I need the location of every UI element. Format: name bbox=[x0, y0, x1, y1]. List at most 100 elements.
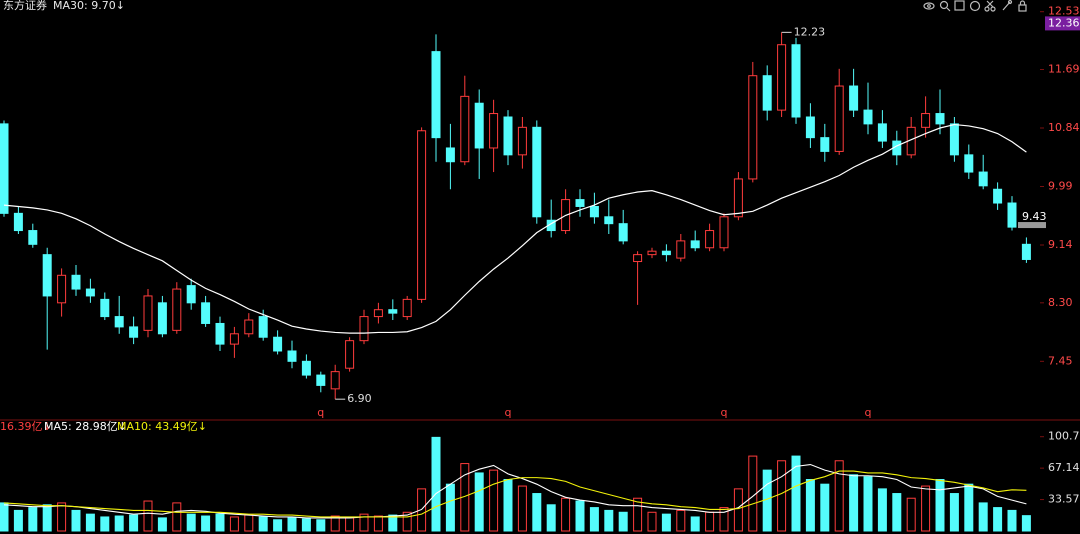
candle-body bbox=[877, 123, 887, 142]
candle-body bbox=[186, 285, 196, 304]
candle-body bbox=[589, 205, 599, 218]
candle-body bbox=[28, 230, 38, 245]
candle-body bbox=[676, 240, 686, 259]
candle-body bbox=[503, 116, 513, 156]
candle-body bbox=[129, 326, 139, 338]
eye-icon[interactable] bbox=[923, 2, 935, 10]
replay-icon[interactable] bbox=[969, 0, 981, 12]
candle-body bbox=[705, 230, 715, 249]
candle-body bbox=[719, 216, 729, 249]
volume-bar bbox=[402, 511, 412, 532]
candle-body bbox=[474, 102, 484, 149]
volume-bar bbox=[575, 500, 585, 532]
volume-bar bbox=[532, 493, 542, 532]
volume-bar bbox=[993, 507, 1003, 532]
y-tick-label: 67.14 bbox=[1048, 461, 1080, 474]
volume-bar bbox=[820, 483, 830, 532]
volume-bar bbox=[964, 483, 974, 532]
volume-bar bbox=[705, 511, 715, 532]
zoom-icon[interactable] bbox=[939, 0, 951, 12]
candle-body bbox=[762, 75, 772, 111]
candle-body bbox=[13, 212, 23, 232]
candle-body bbox=[330, 371, 340, 390]
volume-bar bbox=[906, 497, 916, 532]
volume-bar bbox=[517, 485, 527, 532]
stock-name: 东方证券 bbox=[3, 0, 47, 12]
volume-bar bbox=[143, 500, 153, 532]
volume-bar bbox=[129, 514, 139, 532]
volume-bar bbox=[834, 460, 844, 532]
candle-body bbox=[748, 75, 758, 180]
tool-icon[interactable] bbox=[1002, 0, 1013, 11]
min-label: 6.90 bbox=[347, 392, 372, 405]
volume-bar bbox=[877, 488, 887, 532]
candle-body bbox=[388, 309, 398, 314]
candle-body bbox=[863, 109, 873, 125]
candle-body bbox=[201, 302, 211, 324]
window-icon[interactable] bbox=[954, 0, 965, 11]
volume-bar bbox=[330, 515, 340, 532]
candle-body bbox=[215, 322, 225, 345]
volume-bar bbox=[589, 507, 599, 532]
candle-body bbox=[791, 44, 801, 118]
volume-bar bbox=[489, 469, 499, 532]
candle-body bbox=[172, 288, 182, 331]
volume-bar bbox=[1007, 509, 1017, 532]
candle-body bbox=[978, 171, 988, 187]
volume-label: 16.39亿↓ bbox=[0, 420, 52, 433]
volume-bar bbox=[28, 507, 38, 532]
candle-body bbox=[661, 250, 671, 256]
candle-body bbox=[0, 123, 9, 214]
legend-entry: MA5: 28.98亿↓ bbox=[44, 420, 127, 433]
candle-body bbox=[633, 254, 643, 263]
volume-bar bbox=[863, 476, 873, 532]
price-badge-label: 12.36 bbox=[1048, 16, 1080, 29]
volume-bar bbox=[244, 514, 254, 532]
price-badge bbox=[1045, 16, 1080, 31]
volume-bar bbox=[733, 488, 743, 532]
candle-body bbox=[647, 250, 657, 256]
candle-body bbox=[287, 350, 297, 362]
volume-bar bbox=[13, 509, 23, 532]
candle-body bbox=[532, 126, 542, 218]
candle-body bbox=[733, 178, 743, 218]
candle-body bbox=[345, 340, 355, 369]
volume-bar bbox=[229, 516, 239, 532]
volume-bar bbox=[57, 502, 67, 532]
candle-body bbox=[431, 51, 441, 139]
y-tick-label: 100.7 bbox=[1048, 430, 1080, 443]
volume-bar bbox=[273, 519, 283, 532]
candle-body bbox=[402, 298, 412, 318]
ma-label: MA30: 9.70↓ bbox=[53, 0, 125, 12]
volume-bar bbox=[978, 502, 988, 532]
volume-bar bbox=[172, 502, 182, 532]
candle-body bbox=[85, 288, 95, 297]
candle-body bbox=[1021, 243, 1031, 260]
volume-bar bbox=[921, 485, 931, 532]
volume-bar bbox=[388, 514, 398, 532]
candle-body bbox=[71, 274, 81, 290]
candle-body bbox=[100, 298, 110, 318]
marker-label: q bbox=[505, 406, 512, 419]
candle-body bbox=[359, 316, 369, 342]
candle-body bbox=[834, 85, 844, 152]
candle-body bbox=[935, 113, 945, 125]
candle-body bbox=[777, 44, 787, 111]
marker-label: q bbox=[865, 406, 872, 419]
toolbar bbox=[923, 0, 1027, 12]
candle-body bbox=[805, 116, 815, 139]
ma-line bbox=[3, 123, 1027, 334]
volume-bar bbox=[892, 493, 902, 532]
candle-body bbox=[229, 333, 239, 345]
candle-body bbox=[489, 113, 499, 149]
y-tick-label: 7.45 bbox=[1048, 354, 1073, 367]
cut-icon[interactable] bbox=[984, 0, 996, 12]
volume-bar bbox=[604, 509, 614, 532]
volume-bar bbox=[85, 513, 95, 532]
lock-icon[interactable] bbox=[1018, 0, 1027, 12]
y-tick-label: 9.14 bbox=[1048, 238, 1073, 251]
volume-bar bbox=[100, 516, 110, 532]
candle-body bbox=[604, 216, 614, 225]
